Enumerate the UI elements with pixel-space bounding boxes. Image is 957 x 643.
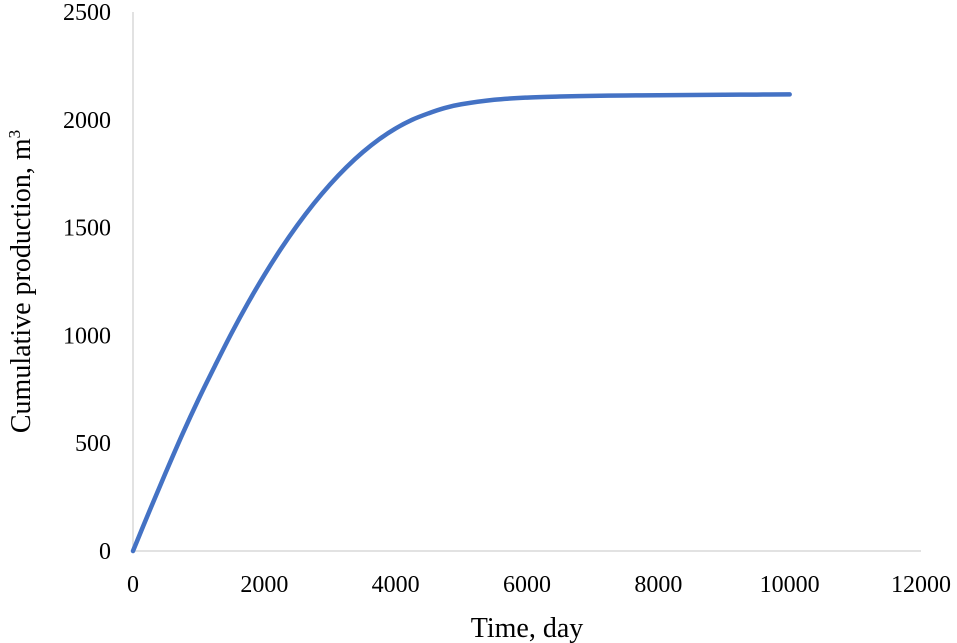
y-tick-label: 1500 (63, 216, 111, 242)
series-line-cumulative-production (130, 92, 792, 554)
y-tick-label: 2000 (63, 108, 111, 134)
x-tick-label: 12000 (891, 572, 951, 598)
y-axis-title-text: Cumulative production, m (6, 138, 37, 433)
y-tick-label: 0 (99, 539, 111, 565)
y-tick-label: 2500 (63, 0, 111, 26)
x-tick-labels: 0 2000 4000 6000 8000 10000 12000 (127, 572, 951, 598)
x-tick-label: 4000 (372, 572, 420, 598)
x-tick-label: 8000 (634, 572, 682, 598)
x-tick-label: 6000 (503, 572, 551, 598)
x-axis-title: Time, day (471, 613, 584, 643)
x-tick-label: 0 (127, 572, 139, 598)
x-tick-label: 10000 (760, 572, 820, 598)
y-axis-title: Cumulative production, m3 (5, 130, 37, 433)
y-axis-title-superscript: 3 (5, 130, 24, 139)
y-tick-label: 1000 (63, 323, 111, 349)
x-tick-label: 2000 (240, 572, 288, 598)
y-tick-label: 500 (75, 431, 111, 457)
y-tick-labels: 0 500 1000 1500 2000 2500 (63, 0, 111, 565)
